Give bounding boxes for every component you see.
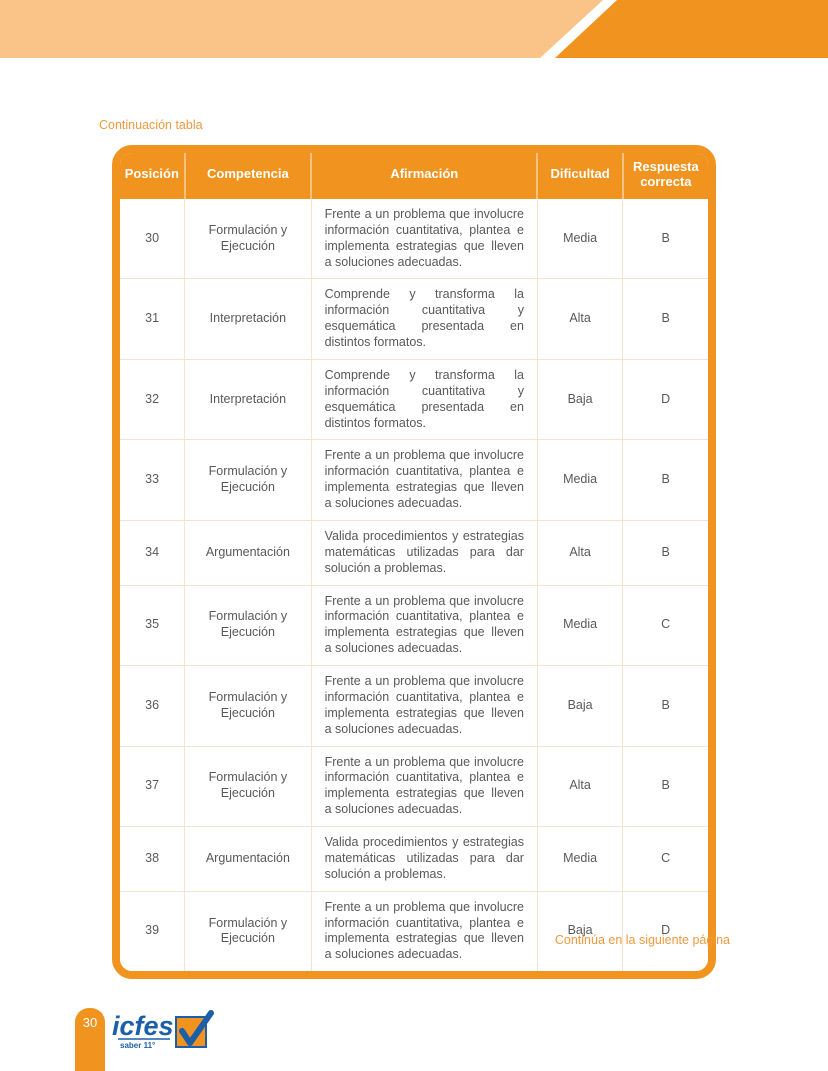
cell-posicion: 35 xyxy=(120,584,186,666)
cell-competencia: Interpretación xyxy=(184,358,312,441)
cell-posicion: 33 xyxy=(120,439,186,521)
cell-competencia: Formulación y Ejecución xyxy=(184,890,312,972)
cell-dificultad: Media xyxy=(536,439,624,521)
icfes-logo-graphic: icfes saber 11° xyxy=(112,1010,214,1050)
cell-competencia: Formulación y Ejecución xyxy=(184,584,312,666)
cell-respuesta: B xyxy=(622,745,708,827)
cell-posicion: 38 xyxy=(120,826,186,892)
top-decorative-band xyxy=(0,0,828,58)
table-row: 34 Argumentación Valida procedimientos y e… xyxy=(120,519,708,586)
cell-respuesta: D xyxy=(622,890,708,972)
continues-next-page-label: Continúa en la siguiente página xyxy=(554,933,730,947)
table-continuation-label: Continuación tabla xyxy=(99,118,203,132)
table-row: 33 Formulación y Ejecución Frente a un pro… xyxy=(120,439,708,521)
cell-afirmacion: Frente a un problema que involucre infor… xyxy=(310,584,538,666)
logo-brand-text: icfes xyxy=(112,1011,174,1041)
table-row: 30 Formulación y Ejecución Frente a un pro… xyxy=(120,198,708,280)
results-table-frame: Posición Competencia Afirmación Dificultad R… xyxy=(112,145,716,980)
cell-competencia: Argumentación xyxy=(184,826,312,892)
cell-competencia: Formulación y Ejecución xyxy=(184,198,312,280)
cell-respuesta: B xyxy=(622,439,708,521)
cell-afirmacion: Frente a un problema que involucre infor… xyxy=(310,665,538,747)
cell-posicion: 34 xyxy=(120,519,186,586)
page-number-tab: 30 xyxy=(75,1008,105,1071)
table-row: 35 Formulación y Ejecución Frente a un pro… xyxy=(120,584,708,666)
results-table: Posición Competencia Afirmación Dificultad R… xyxy=(120,153,708,972)
cell-competencia: Formulación y Ejecución xyxy=(184,439,312,521)
cell-respuesta: B xyxy=(622,519,708,586)
cell-dificultad: Media xyxy=(536,198,624,280)
cell-dificultad: Alta xyxy=(536,278,624,360)
cell-respuesta: B xyxy=(622,278,708,360)
cell-respuesta: C xyxy=(622,826,708,892)
cell-afirmacion: Valida procedimientos y estrategias mate… xyxy=(310,826,538,892)
logo-subtitle-text: saber 11° xyxy=(120,1041,155,1050)
cell-posicion: 37 xyxy=(120,745,186,827)
table-row: 31 Interpretación Comprende y transforma l… xyxy=(120,278,708,360)
cell-competencia: Formulación y Ejecución xyxy=(184,745,312,827)
cell-dificultad: Baja xyxy=(536,890,624,972)
cell-posicion: 31 xyxy=(120,278,186,360)
cell-competencia: Argumentación xyxy=(184,519,312,586)
table-row: 38 Argumentación Valida procedimientos y e… xyxy=(120,826,708,892)
cell-dificultad: Alta xyxy=(536,745,624,827)
column-header: Dificultad xyxy=(536,153,623,199)
table-row: 37 Formulación y Ejecución Frente a un pro… xyxy=(120,745,708,827)
cell-respuesta: C xyxy=(622,584,708,666)
column-header: Competencia xyxy=(183,153,312,199)
table-row: 39 Formulación y Ejecución Frente a un pro… xyxy=(120,890,708,972)
cell-afirmacion: Frente a un problema que involucre infor… xyxy=(310,890,538,972)
cell-posicion: 36 xyxy=(120,665,186,747)
column-header: Afirmación xyxy=(310,153,538,199)
table-header-row: Posición Competencia Afirmación Dificultad R… xyxy=(120,153,708,199)
cell-respuesta: B xyxy=(622,665,708,747)
column-header: Posición xyxy=(120,153,185,199)
cell-competencia: Interpretación xyxy=(184,278,312,360)
cell-dificultad: Baja xyxy=(536,665,624,747)
table-row: 32 Interpretación Comprende y transforma l… xyxy=(120,358,708,441)
cell-dificultad: Alta xyxy=(536,519,624,586)
cell-competencia: Formulación y Ejecución xyxy=(184,665,312,747)
cell-afirmacion: Frente a un problema que involucre infor… xyxy=(310,745,538,827)
cell-afirmacion: Frente a un problema que involucre infor… xyxy=(310,439,538,521)
cell-respuesta: D xyxy=(622,358,708,441)
cell-dificultad: Media xyxy=(536,826,624,892)
cell-afirmacion: Comprende y transforma la información cu… xyxy=(310,358,538,441)
column-header: Respuesta correcta xyxy=(621,153,708,199)
cell-respuesta: B xyxy=(622,198,708,280)
table-row: 36 Formulación y Ejecución Frente a un pro… xyxy=(120,665,708,747)
page-number: 30 xyxy=(82,1015,98,1030)
icfes-logo: icfes saber 11° xyxy=(112,1005,222,1060)
cell-afirmacion: Comprende y transforma la información cu… xyxy=(310,278,538,360)
band-light-segment xyxy=(0,0,603,58)
logo-check-icon xyxy=(179,1010,214,1046)
cell-posicion: 39 xyxy=(120,890,186,972)
cell-afirmacion: Frente a un problema que involucre infor… xyxy=(310,198,538,280)
cell-posicion: 30 xyxy=(120,198,186,280)
cell-posicion: 32 xyxy=(120,358,186,441)
cell-dificultad: Baja xyxy=(536,358,624,441)
cell-dificultad: Media xyxy=(536,584,624,666)
cell-afirmacion: Valida procedimientos y estrategias mate… xyxy=(310,519,538,586)
